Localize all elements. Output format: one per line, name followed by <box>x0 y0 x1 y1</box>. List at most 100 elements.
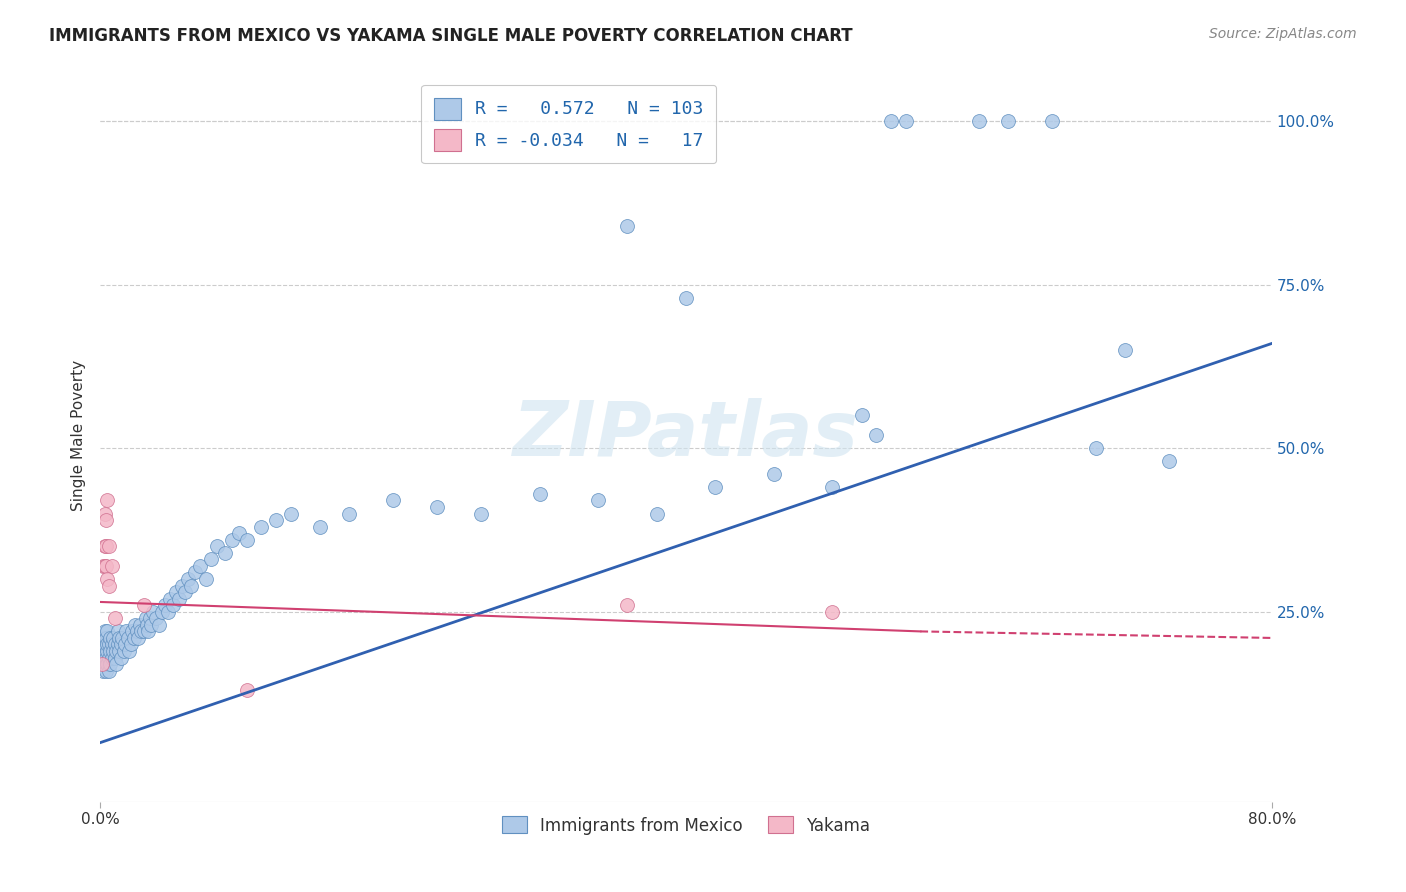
Point <box>135 611 157 625</box>
Point <box>120 638 142 652</box>
Point <box>704 480 727 494</box>
Point <box>90 657 112 672</box>
Point <box>207 539 229 553</box>
Point <box>93 558 115 573</box>
Point <box>97 578 120 592</box>
Point <box>645 507 668 521</box>
Point <box>94 631 117 645</box>
Point <box>529 487 551 501</box>
Point <box>118 644 141 658</box>
Point <box>1085 441 1108 455</box>
Point <box>111 631 134 645</box>
Point <box>150 605 173 619</box>
Point <box>1040 114 1063 128</box>
Point <box>188 558 211 573</box>
Point <box>93 507 115 521</box>
Legend: Immigrants from Mexico, Yakama: Immigrants from Mexico, Yakama <box>492 806 880 845</box>
Point <box>93 638 115 652</box>
Point <box>124 618 146 632</box>
Point <box>174 585 197 599</box>
Point <box>108 644 131 658</box>
Point <box>94 513 117 527</box>
Point <box>250 519 273 533</box>
Point <box>104 611 127 625</box>
Y-axis label: Single Male Poverty: Single Male Poverty <box>72 359 86 510</box>
Point <box>94 539 117 553</box>
Point <box>110 650 132 665</box>
Point <box>91 558 114 573</box>
Point <box>138 624 160 639</box>
Point <box>93 644 115 658</box>
Point <box>821 605 844 619</box>
Point <box>194 572 217 586</box>
Point <box>94 650 117 665</box>
Point <box>100 657 122 672</box>
Point <box>865 428 887 442</box>
Point <box>96 657 118 672</box>
Point <box>172 578 194 592</box>
Point <box>101 558 124 573</box>
Point <box>997 114 1019 128</box>
Point <box>1114 343 1136 357</box>
Point <box>821 480 844 494</box>
Point <box>132 598 155 612</box>
Point <box>221 533 243 547</box>
Point <box>235 533 257 547</box>
Point <box>228 526 250 541</box>
Point <box>165 585 187 599</box>
Point <box>97 650 120 665</box>
Point <box>115 624 138 639</box>
Point <box>762 467 785 482</box>
Point <box>136 618 159 632</box>
Point <box>96 493 118 508</box>
Point <box>470 507 492 521</box>
Point <box>107 638 129 652</box>
Point <box>94 558 117 573</box>
Point <box>94 664 117 678</box>
Point <box>101 638 124 652</box>
Point <box>101 650 124 665</box>
Point <box>426 500 449 514</box>
Point <box>337 507 360 521</box>
Point <box>132 624 155 639</box>
Point <box>100 631 122 645</box>
Point <box>93 539 115 553</box>
Point <box>139 611 162 625</box>
Point <box>894 114 917 128</box>
Point <box>967 114 990 128</box>
Point <box>122 631 145 645</box>
Point <box>121 624 143 639</box>
Point <box>91 650 114 665</box>
Point <box>382 493 405 508</box>
Point <box>159 591 181 606</box>
Point <box>177 572 200 586</box>
Point <box>153 598 176 612</box>
Point <box>97 664 120 678</box>
Point <box>145 611 167 625</box>
Point <box>93 624 115 639</box>
Point <box>851 409 873 423</box>
Point <box>308 519 330 533</box>
Point <box>90 638 112 652</box>
Point <box>184 566 207 580</box>
Point <box>880 114 903 128</box>
Point <box>142 605 165 619</box>
Text: IMMIGRANTS FROM MEXICO VS YAKAMA SINGLE MALE POVERTY CORRELATION CHART: IMMIGRANTS FROM MEXICO VS YAKAMA SINGLE … <box>49 27 853 45</box>
Point <box>96 624 118 639</box>
Point <box>104 650 127 665</box>
Point <box>93 657 115 672</box>
Point <box>105 644 128 658</box>
Point <box>104 638 127 652</box>
Point <box>105 657 128 672</box>
Point <box>91 631 114 645</box>
Point <box>162 598 184 612</box>
Point <box>110 638 132 652</box>
Point <box>100 644 122 658</box>
Point <box>107 624 129 639</box>
Point <box>127 631 149 645</box>
Point <box>156 605 179 619</box>
Point <box>103 631 125 645</box>
Point <box>128 618 150 632</box>
Point <box>91 664 114 678</box>
Point <box>125 624 148 639</box>
